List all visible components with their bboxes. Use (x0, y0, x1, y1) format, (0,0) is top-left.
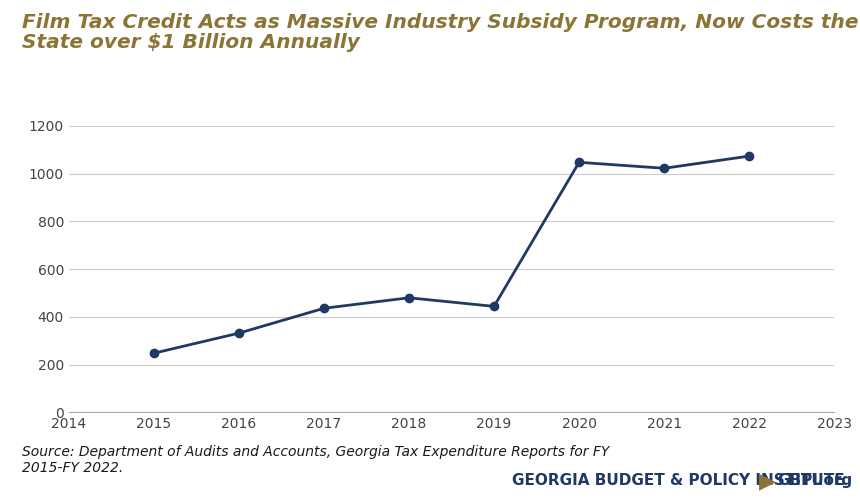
Text: GEORGIA BUDGET & POLICY INSTITUTE: GEORGIA BUDGET & POLICY INSTITUTE (512, 473, 845, 488)
Text: GBPI.org: GBPI.org (777, 473, 852, 488)
Text: Film Tax Credit Acts as Massive Industry Subsidy Program, Now Costs the: Film Tax Credit Acts as Massive Industry… (22, 13, 858, 32)
Text: State over $1 Billion Annually: State over $1 Billion Annually (22, 33, 359, 52)
Text: ▶: ▶ (759, 471, 777, 491)
Text: Source: Department of Audits and Accounts, Georgia Tax Expenditure Reports for F: Source: Department of Audits and Account… (22, 445, 609, 475)
